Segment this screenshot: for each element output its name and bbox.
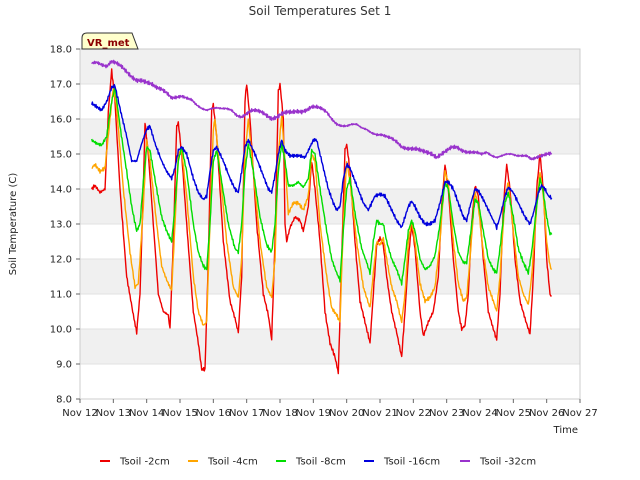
legend-label: Tsoil -16cm: [383, 457, 440, 468]
background-band: [80, 84, 580, 119]
background-band: [80, 329, 580, 364]
background-band: [80, 49, 580, 84]
x-axis-title: Time: [553, 425, 578, 436]
y-tick-label: 10.0: [50, 325, 72, 336]
x-tick-label: Nov 26: [529, 408, 564, 419]
y-tick-label: 13.0: [50, 220, 72, 231]
series-lines: [91, 59, 553, 375]
x-tick-label: Nov 14: [129, 408, 164, 419]
series-line-tsoil-8cm: [91, 87, 553, 286]
y-axis-title: Soil Temperature (C): [8, 173, 19, 276]
y-tick-label: 11.0: [50, 290, 72, 301]
legend-label: Tsoil -32cm: [479, 457, 536, 468]
x-tick-label: Nov 12: [62, 408, 97, 419]
x-tick-label: Nov 21: [362, 408, 397, 419]
background-band: [80, 364, 580, 399]
y-tick-label: 15.0: [50, 150, 72, 161]
x-tick-label: Nov 24: [462, 408, 497, 419]
y-tick-label: 18.0: [50, 45, 72, 56]
background-bands: [80, 48, 580, 400]
y-tick-label: 17.0: [50, 80, 72, 91]
legend-label: Tsoil -4cm: [207, 457, 258, 468]
x-tick-label: Nov 15: [162, 408, 197, 419]
site-badge-tab: [81, 32, 139, 50]
x-tick-label: Nov 25: [496, 408, 531, 419]
y-tick-label: 14.0: [50, 185, 72, 196]
site-badge: VR_met: [81, 32, 139, 50]
x-tick-label: Nov 23: [429, 408, 464, 419]
x-tick-label: Nov 17: [229, 408, 264, 419]
site-badge-label: VR_met: [87, 38, 130, 49]
x-tick-label: Nov 13: [96, 408, 131, 419]
y-axis: 8.0 9.0 10.0 11.0 12.0 13.0 14.0 15.0 16.0 17.0 18…: [50, 45, 80, 406]
x-tick-label: Nov 20: [329, 408, 364, 419]
background-band: [80, 119, 580, 154]
x-tick-label: Nov 22: [396, 408, 431, 419]
chart-title: Soil Temperatures Set 1: [249, 4, 392, 18]
series-line-tsoil-16cm: [91, 83, 553, 231]
legend: Tsoil -2cm Tsoil -4cm Tsoil -8cm Tsoil -16c…: [100, 457, 536, 468]
series-line-tsoil-2cm: [91, 68, 552, 375]
background-band: [80, 259, 580, 294]
y-tick-label: 16.0: [50, 115, 72, 126]
series-line-tsoil-32cm: [91, 59, 553, 161]
x-tick-label: Nov 16: [196, 408, 231, 419]
legend-label: Tsoil -8cm: [295, 457, 346, 468]
x-tick-label: Nov 18: [262, 408, 297, 419]
y-tick-label: 9.0: [56, 360, 72, 371]
x-tick-label: Nov 19: [296, 408, 331, 419]
plot-area: [79, 48, 581, 400]
y-tick-label: 12.0: [50, 255, 72, 266]
background-band: [80, 154, 580, 189]
legend-label: Tsoil -2cm: [119, 457, 170, 468]
x-tick-label: Nov 27: [562, 408, 597, 419]
y-tick-label: 8.0: [56, 395, 72, 406]
